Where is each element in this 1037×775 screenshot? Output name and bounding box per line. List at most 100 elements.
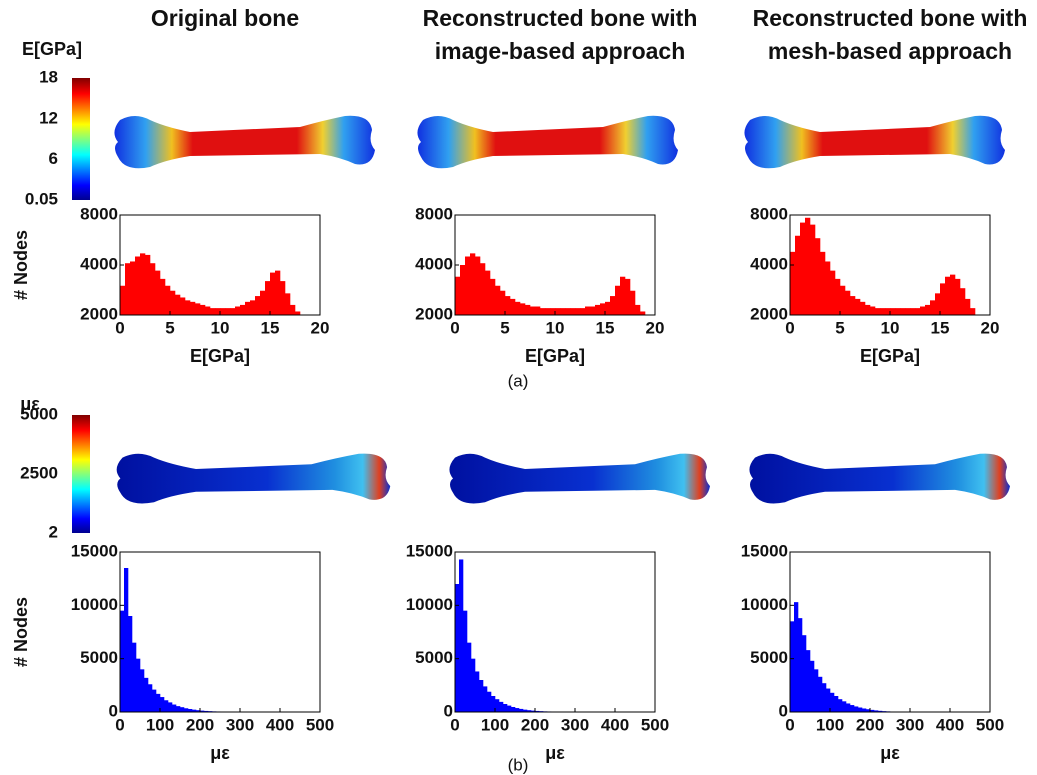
- bar: [128, 616, 133, 712]
- bar: [175, 294, 181, 315]
- bar: [565, 308, 571, 315]
- bar: [499, 701, 504, 712]
- x-tick-label: 5: [500, 318, 509, 337]
- bar: [840, 285, 846, 315]
- colorbar-tick-label: 2: [49, 522, 58, 541]
- bar: [640, 311, 646, 315]
- bar: [866, 709, 871, 712]
- colorbar-tick-label: 18: [39, 67, 58, 86]
- bar: [965, 298, 971, 315]
- bar: [180, 707, 185, 712]
- x-tick-label: 500: [641, 715, 669, 734]
- bar: [854, 706, 859, 712]
- bar: [220, 308, 226, 315]
- x-tick-label: 0: [115, 715, 124, 734]
- bar: [970, 308, 976, 315]
- bar: [475, 671, 480, 712]
- bar: [874, 710, 879, 712]
- bar: [945, 276, 951, 315]
- bar: [490, 278, 496, 315]
- bar: [820, 251, 826, 315]
- bar: [190, 301, 196, 315]
- bar: [480, 263, 486, 315]
- bar: [460, 265, 466, 315]
- bar: [285, 293, 291, 315]
- bar: [459, 559, 464, 712]
- x-tick-label: 0: [450, 715, 459, 734]
- bar: [830, 692, 835, 712]
- histogram: [120, 253, 301, 315]
- bar: [164, 700, 169, 712]
- bar: [185, 300, 191, 315]
- bar: [136, 658, 141, 712]
- y-tick-label: 2000: [80, 304, 118, 323]
- bar: [545, 308, 551, 315]
- bar: [555, 308, 561, 315]
- histogram: [790, 217, 976, 315]
- bar: [192, 709, 197, 712]
- bar: [635, 304, 641, 315]
- x-tick-label: 15: [261, 318, 280, 337]
- bar: [510, 298, 516, 315]
- bar: [830, 270, 836, 315]
- bar: [535, 710, 540, 712]
- bar: [858, 707, 863, 712]
- colorbar-tick-label: 5000: [20, 404, 58, 423]
- x-axis-label: με: [545, 743, 565, 763]
- bar: [280, 281, 286, 315]
- y-tick-label: 0: [779, 701, 788, 720]
- bar: [140, 669, 145, 712]
- bar: [120, 610, 125, 712]
- bar: [838, 699, 843, 712]
- bar: [530, 306, 536, 315]
- bar: [132, 642, 137, 712]
- x-tick-label: 5: [835, 318, 844, 337]
- bar: [511, 706, 516, 712]
- bar: [815, 238, 821, 315]
- bar: [145, 254, 151, 315]
- y-tick-label: 15000: [741, 541, 788, 560]
- bar: [500, 290, 506, 315]
- bar: [845, 290, 851, 315]
- x-tick-label: 400: [936, 715, 964, 734]
- bar: [826, 688, 831, 712]
- bar: [885, 308, 891, 315]
- y-tick-label: 2000: [415, 304, 453, 323]
- histogram: [455, 253, 646, 315]
- bar: [846, 703, 851, 712]
- colorbar-label: με: [20, 394, 40, 414]
- x-axis-label: με: [880, 743, 900, 763]
- bar: [120, 285, 126, 315]
- x-tick-label: 10: [546, 318, 565, 337]
- bar: [465, 256, 471, 315]
- bar: [515, 708, 520, 712]
- bar: [880, 308, 886, 315]
- bar: [575, 308, 581, 315]
- bar: [495, 699, 500, 712]
- bar: [200, 710, 205, 712]
- bar: [196, 710, 201, 712]
- bar: [806, 650, 811, 712]
- y-tick-label: 8000: [80, 204, 118, 223]
- bar: [290, 304, 296, 315]
- bar: [520, 303, 526, 315]
- bar: [491, 696, 496, 712]
- histogram: [790, 602, 987, 712]
- bar: [620, 276, 626, 315]
- bar: [940, 283, 946, 315]
- bar: [915, 308, 921, 315]
- bar: [527, 710, 532, 712]
- bar: [850, 705, 855, 712]
- x-tick-label: 100: [146, 715, 174, 734]
- y-tick-label: 2000: [750, 304, 788, 323]
- x-tick-label: 500: [976, 715, 1004, 734]
- colorbar: [72, 78, 90, 200]
- bar: [470, 253, 476, 315]
- bar: [225, 308, 231, 315]
- bar: [525, 304, 531, 315]
- bar: [170, 290, 176, 315]
- panel-label: (a): [508, 371, 529, 390]
- x-tick-label: 5: [165, 318, 174, 337]
- bar: [255, 296, 261, 315]
- bar: [160, 697, 165, 712]
